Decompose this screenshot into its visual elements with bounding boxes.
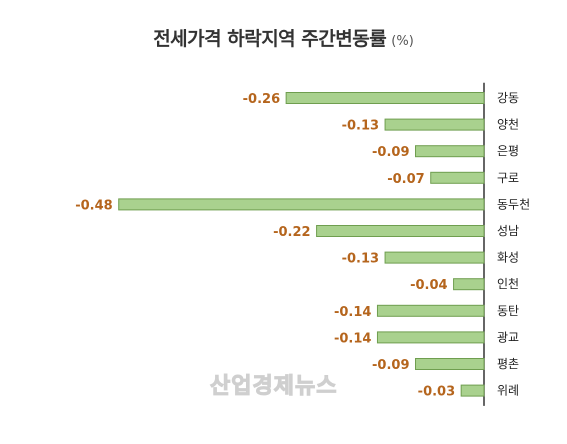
- category-label-3: 구로: [497, 171, 519, 185]
- category-label-4: 동두천: [497, 196, 530, 211]
- value-label-10: -0.09: [372, 358, 409, 373]
- category-label-7: 인천: [497, 276, 519, 291]
- category-label-0: 강동: [497, 91, 519, 105]
- category-label-11: 위례: [497, 384, 519, 398]
- value-label-4: -0.48: [75, 198, 112, 213]
- category-label-5: 성남: [497, 224, 519, 238]
- bar-8: [376, 304, 485, 317]
- watermark-logo: 산업경제뉴스: [209, 374, 338, 400]
- value-label-8: -0.14: [334, 305, 371, 320]
- value-label-2: -0.09: [372, 145, 409, 160]
- value-label-11: -0.03: [418, 385, 455, 400]
- bar-7: [453, 278, 485, 291]
- category-label-10: 평촌: [497, 357, 519, 371]
- chart-title-unit: (%): [391, 34, 414, 49]
- bar-10: [415, 358, 485, 370]
- value-label-9: -0.14: [334, 331, 371, 346]
- value-label-5: -0.22: [273, 225, 310, 240]
- bar-6: [384, 251, 485, 264]
- category-label-1: 양천: [497, 117, 519, 132]
- value-label-7: -0.04: [410, 278, 447, 293]
- bar-4: [118, 198, 485, 211]
- value-label-0: -0.26: [243, 92, 280, 107]
- chart-title-block: 전세가격 하락지역 주간변동률 (%): [0, 24, 567, 51]
- bar-0: [285, 92, 485, 104]
- category-label-6: 화성: [497, 251, 519, 265]
- category-label-8: 동탄: [497, 304, 519, 318]
- bar-11: [460, 384, 485, 397]
- category-label-2: 은평: [497, 144, 519, 158]
- bar-1: [384, 118, 485, 131]
- bar-5: [316, 225, 485, 237]
- category-label-9: 광교: [497, 330, 519, 344]
- chart-title: 전세가격 하락지역 주간변동률: [153, 28, 387, 50]
- value-label-6: -0.13: [342, 252, 379, 267]
- value-label-1: -0.13: [342, 119, 379, 134]
- bar-3: [430, 171, 485, 184]
- bar-2: [415, 145, 485, 158]
- bar-9: [376, 331, 485, 344]
- value-label-3: -0.07: [387, 172, 424, 187]
